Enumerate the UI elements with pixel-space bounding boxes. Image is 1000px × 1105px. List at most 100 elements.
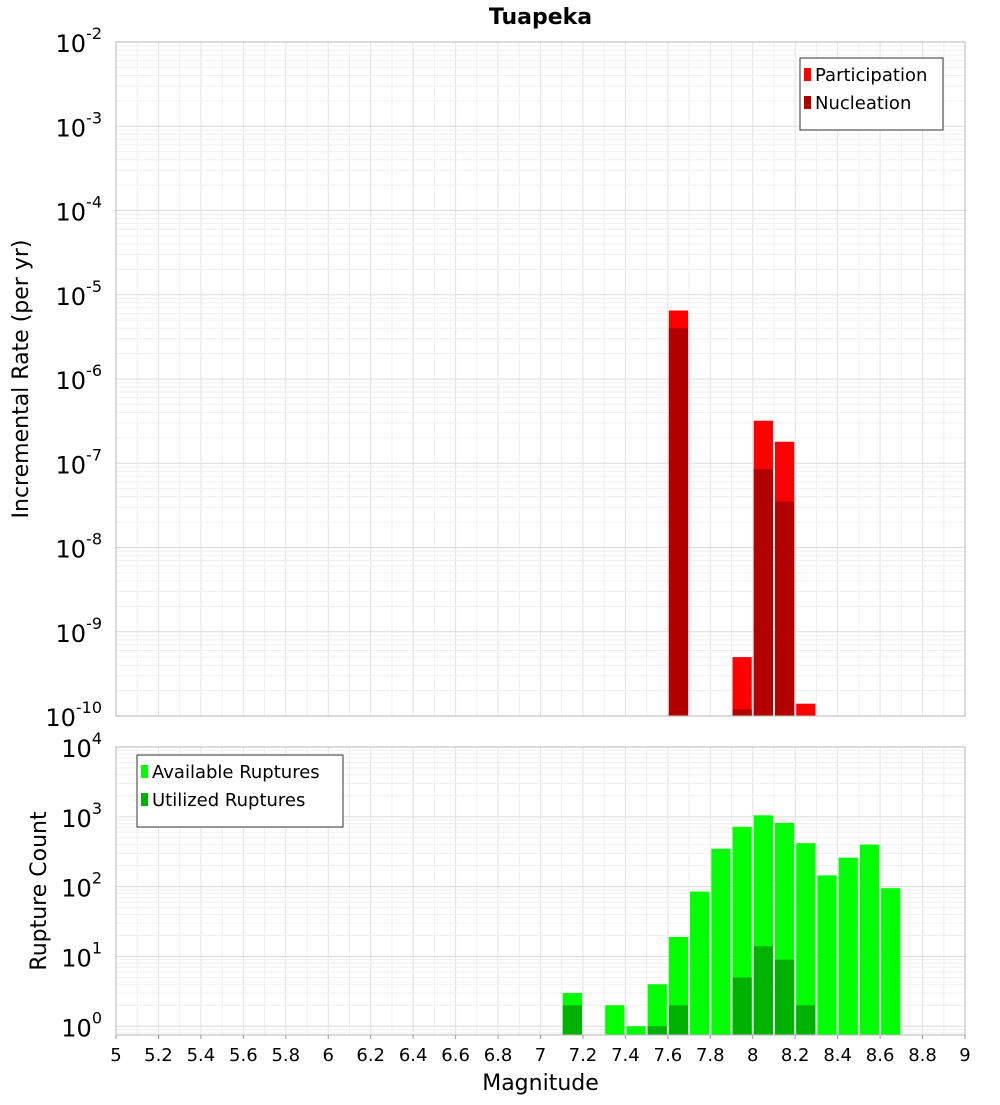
bar-series-2 [774, 501, 795, 716]
y-tick-base: 10 [61, 875, 92, 903]
bar-series-1 [796, 703, 816, 716]
y-tick-base: 10 [56, 114, 87, 142]
bar-series-2 [753, 946, 773, 1035]
legend-label: Utilized Ruptures [152, 790, 305, 811]
y-tick-base: 10 [61, 805, 92, 833]
legend-swatch [141, 793, 148, 806]
y-tick-label: 101 [61, 938, 102, 972]
bar-series-1 [817, 875, 837, 1035]
y-tick-label: 10-9 [56, 614, 103, 648]
chart-title: Tuapeka [489, 5, 592, 30]
bar-series-1 [859, 844, 880, 1035]
bar-series-1 [626, 1026, 646, 1035]
y-tick-exponent: -9 [86, 614, 102, 633]
bar-series-2 [753, 469, 773, 716]
x-tick-label: 8 [747, 1045, 758, 1066]
bar-series-2 [732, 977, 752, 1035]
x-tick-label: 9 [959, 1045, 970, 1066]
bar-series-1 [881, 888, 901, 1035]
y-tick-base: 10 [45, 704, 76, 732]
legend: Available Ruptures Utilized Ruptures [136, 754, 344, 828]
bar-series-2 [668, 1005, 689, 1035]
x-tick-label: 6.8 [484, 1045, 513, 1066]
y-tick-label: 102 [61, 869, 102, 903]
y-tick-label: 100 [61, 1008, 102, 1042]
y-tick-base: 10 [56, 536, 87, 564]
y-tick-base: 10 [61, 944, 92, 972]
bar-series-1 [732, 657, 752, 716]
legend-swatch [804, 96, 811, 109]
y-tick-exponent: 4 [92, 729, 102, 748]
y-tick-base: 10 [56, 283, 87, 311]
bar-series-1 [711, 848, 731, 1035]
y-tick-exponent: -4 [86, 193, 102, 212]
legend-label: Available Ruptures [152, 762, 320, 783]
bar-series-1 [605, 1005, 625, 1035]
bar-series-2 [796, 1005, 816, 1035]
x-axis-label: Magnitude [482, 1071, 599, 1096]
x-tick-label: 7 [535, 1045, 546, 1066]
y-tick-label: 10-6 [56, 361, 103, 395]
y-tick-label: 10-2 [56, 24, 103, 58]
y-tick-exponent: 0 [92, 1008, 102, 1027]
y-axis-label: Incremental Rate (per yr) [9, 240, 34, 519]
y-tick-exponent: 3 [92, 799, 102, 818]
y-tick-base: 10 [61, 1014, 92, 1042]
y-tick-base: 10 [56, 367, 87, 395]
y-tick-label: 10-3 [56, 108, 103, 142]
x-tick-label: 8.6 [866, 1045, 895, 1066]
bar-series-1 [838, 857, 858, 1035]
y-tick-label: 104 [61, 729, 102, 763]
x-tick-label: 8.8 [908, 1045, 937, 1066]
y-tick-label: 10-4 [56, 193, 103, 227]
bar-series-2 [562, 1005, 582, 1035]
y-tick-exponent: -7 [86, 445, 102, 464]
bar-series-1 [647, 984, 667, 1035]
x-tick-label: 5.8 [271, 1045, 300, 1066]
y-tick-exponent: -6 [86, 361, 102, 380]
x-tick-label: 7.8 [696, 1045, 725, 1066]
y-tick-exponent: 1 [92, 938, 102, 957]
bar-series-2 [668, 328, 689, 716]
plot-panel-1: 10-1010-910-810-710-610-510-410-310-2Par… [45, 24, 966, 732]
x-tick-label: 7.2 [569, 1045, 598, 1066]
x-tick-label: 7.6 [654, 1045, 683, 1066]
legend-label: Nucleation [815, 93, 911, 114]
y-tick-base: 10 [61, 735, 92, 763]
y-tick-exponent: 2 [92, 869, 102, 888]
y-tick-exponent: -3 [86, 108, 102, 127]
legend: Participation Nucleation [799, 57, 944, 131]
y-tick-exponent: -5 [86, 277, 102, 296]
legend-box [136, 754, 344, 828]
x-tick-label: 6 [323, 1045, 334, 1066]
x-tick-label: 6.4 [399, 1045, 428, 1066]
legend-swatch [141, 765, 148, 778]
x-tick-label: 5.6 [229, 1045, 258, 1066]
x-tick-label: 5.2 [144, 1045, 173, 1066]
y-tick-label: 103 [61, 799, 102, 833]
legend-box [799, 57, 944, 131]
x-tick-label: 6.2 [356, 1045, 385, 1066]
bar-series-2 [732, 709, 752, 716]
bar-series-2 [647, 1026, 667, 1035]
x-tick-label: 7.4 [611, 1045, 640, 1066]
x-tick-label: 5 [110, 1045, 121, 1066]
bar-series-1 [690, 891, 710, 1035]
x-tick-label: 6.6 [441, 1045, 470, 1066]
y-tick-base: 10 [56, 620, 87, 648]
y-tick-label: 10-5 [56, 277, 103, 311]
x-tick-label: 8.2 [781, 1045, 810, 1066]
x-tick-label: 5.4 [187, 1045, 216, 1066]
y-tick-label: 10-8 [56, 530, 103, 564]
bar-series-1 [796, 843, 816, 1035]
y-tick-label: 10-7 [56, 445, 103, 479]
y-tick-exponent: -10 [76, 698, 102, 717]
x-tick-label: 8.4 [823, 1045, 852, 1066]
legend-swatch [804, 68, 811, 81]
y-tick-exponent: -8 [86, 530, 102, 549]
y-tick-base: 10 [56, 451, 87, 479]
y-tick-base: 10 [56, 30, 87, 58]
y-axis-label: Rupture Count [27, 811, 52, 971]
